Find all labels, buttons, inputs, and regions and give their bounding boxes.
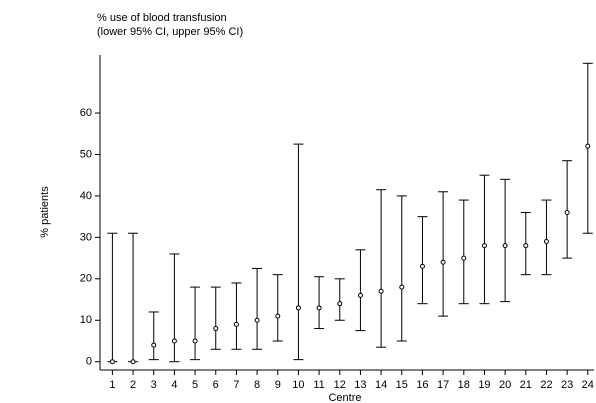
point [316,305,322,311]
y-tick-label: 30 [80,231,92,243]
x-tick-label: 1 [109,379,115,391]
y-tick-label: 40 [80,190,92,202]
point [151,342,157,348]
point [109,359,115,365]
point [130,359,136,365]
x-axis-label: Centre [328,392,361,403]
x-tick-label: 23 [561,379,573,391]
point [419,263,425,269]
point [357,292,363,298]
x-tick-label: 7 [233,379,239,391]
point [213,326,219,332]
y-tick-label: 50 [80,148,92,160]
x-tick-label: 16 [416,379,428,391]
point [502,243,508,249]
x-tick-label: 13 [354,379,366,391]
chart-title: % use of blood transfusion [97,12,227,24]
y-tick-label: 60 [80,107,92,119]
chart-subtitle: (lower 95% CI, upper 95% CI) [97,26,243,38]
point [585,143,591,149]
y-axis-label: % patients [39,186,51,238]
point [171,338,177,344]
y-tick-label: 10 [80,314,92,326]
x-tick-label: 8 [254,379,260,391]
point [254,317,260,323]
y-tick-label: 0 [86,356,92,368]
x-tick-label: 12 [334,379,346,391]
x-tick-label: 2 [130,379,136,391]
point [440,259,446,265]
point [192,338,198,344]
x-tick-label: 11 [313,379,324,391]
point [543,239,549,245]
point [295,305,301,311]
x-tick-label: 14 [375,379,387,391]
point [378,288,384,294]
point [399,284,405,290]
x-tick-label: 22 [540,379,552,391]
x-tick-label: 4 [171,379,177,391]
x-tick-label: 9 [275,379,281,391]
point [523,243,529,249]
x-tick-label: 24 [582,379,594,391]
point [337,301,343,307]
point [233,321,239,327]
x-tick-label: 3 [151,379,157,391]
point [481,243,487,249]
point [275,313,281,319]
x-tick-label: 20 [499,379,511,391]
point [564,210,570,215]
x-tick-label: 21 [520,379,532,391]
x-tick-label: 19 [478,379,490,391]
x-tick-label: 6 [213,379,219,391]
x-tick-label: 17 [437,379,449,391]
point [461,255,467,261]
x-tick-label: 15 [396,379,408,391]
x-tick-label: 18 [458,379,470,391]
y-tick-label: 20 [80,273,92,285]
x-tick-label: 5 [192,379,198,391]
x-tick-label: 10 [292,379,304,391]
